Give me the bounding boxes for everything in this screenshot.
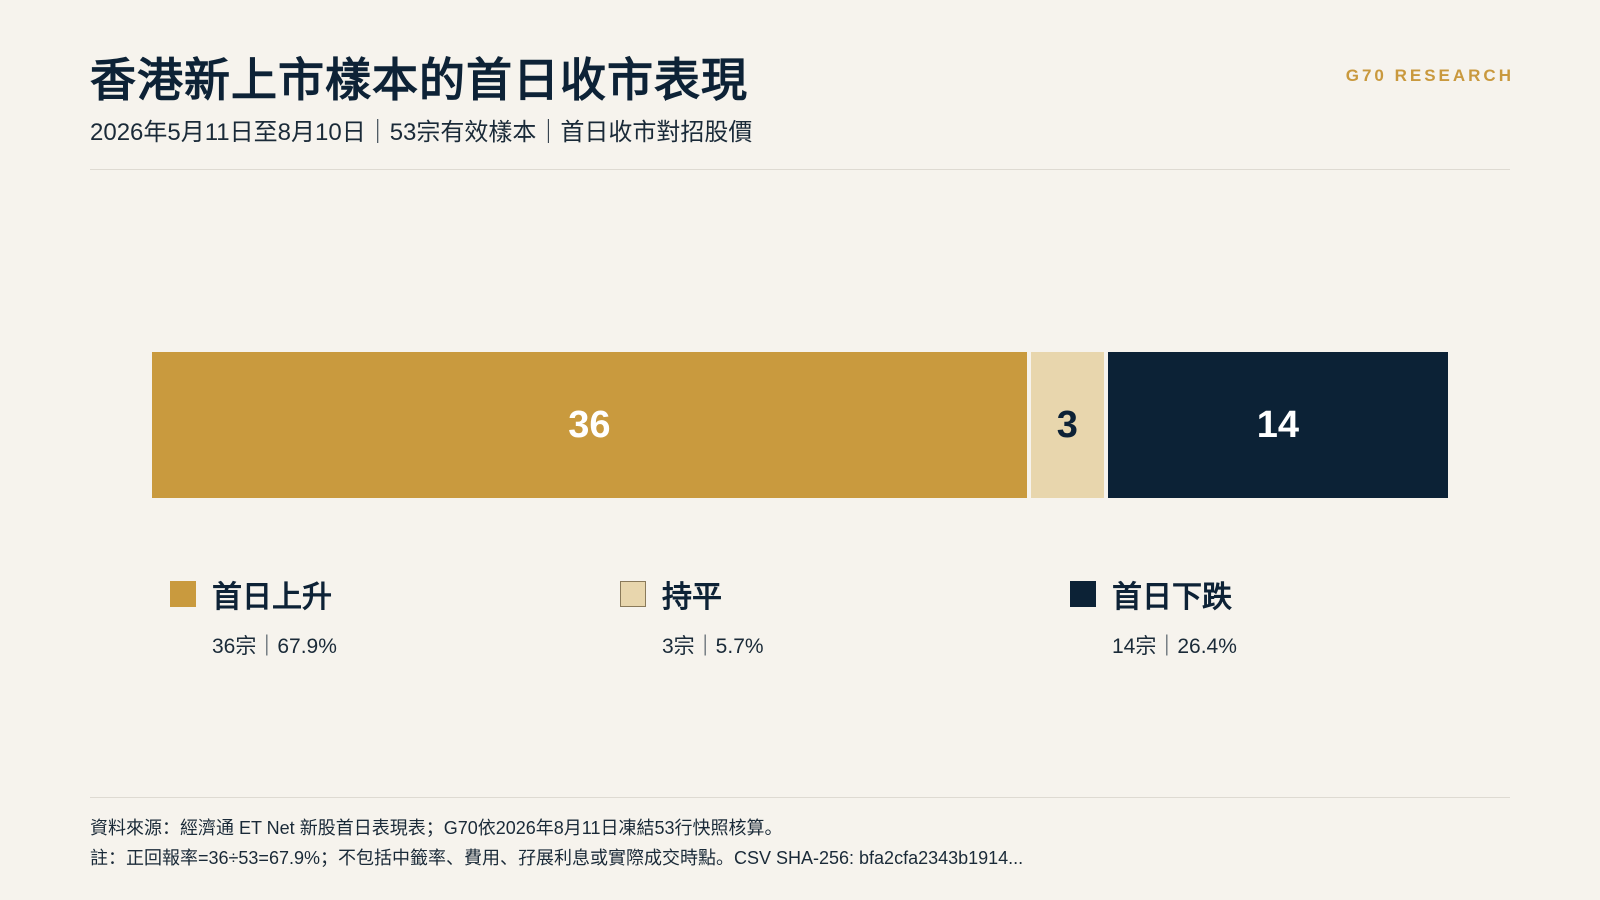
legend-label-flat: 持平 — [662, 581, 722, 614]
page-subtitle: 2026年5月11日至8月10日｜53宗有效樣本｜首日收市對招股價 — [90, 119, 753, 146]
brand-logo-text: G70 RESEARCH — [1345, 66, 1514, 85]
bar-segment-flat: 3 — [1030, 352, 1104, 498]
footnote: 註：正回報率=36÷53=67.9%；不包括中籤率、費用、孖展利息或實際成交時點… — [90, 848, 1024, 868]
header-divider — [90, 169, 1510, 170]
legend-stat-rise: 36宗｜67.9% — [212, 635, 337, 658]
legend-item-fall: 首日下跌 14宗｜26.4% — [1070, 572, 1237, 660]
legend-swatch-flat — [620, 581, 646, 607]
legend-label-fall: 首日下跌 — [1112, 581, 1232, 614]
legend-stat-fall: 14宗｜26.4% — [1112, 635, 1237, 658]
legend-label-rise: 首日上升 — [212, 581, 332, 614]
page-title: 香港新上市樣本的首日收市表現 — [90, 54, 748, 106]
legend-item-rise: 首日上升 36宗｜67.9% — [170, 572, 337, 660]
footer-divider — [90, 797, 1510, 798]
data-label-fall: 14 — [1256, 403, 1300, 446]
bar-segment-fall: 14 — [1107, 352, 1448, 498]
data-label-rise: 36 — [568, 403, 611, 446]
bar-segment-rise: 36 — [152, 352, 1027, 498]
legend-swatch-fall — [1070, 581, 1096, 607]
legend-stat-flat: 3宗｜5.7% — [662, 635, 764, 658]
data-label-flat: 3 — [1056, 403, 1078, 446]
legend-item-flat: 持平 3宗｜5.7% — [620, 572, 764, 660]
legend-swatch-rise — [170, 581, 196, 607]
source-note: 資料來源：經濟通 ET Net 新股首日表現表；G70依2026年8月11日凍結… — [90, 818, 783, 838]
stacked-bar-chart: 36 3 14 — [152, 352, 1448, 498]
